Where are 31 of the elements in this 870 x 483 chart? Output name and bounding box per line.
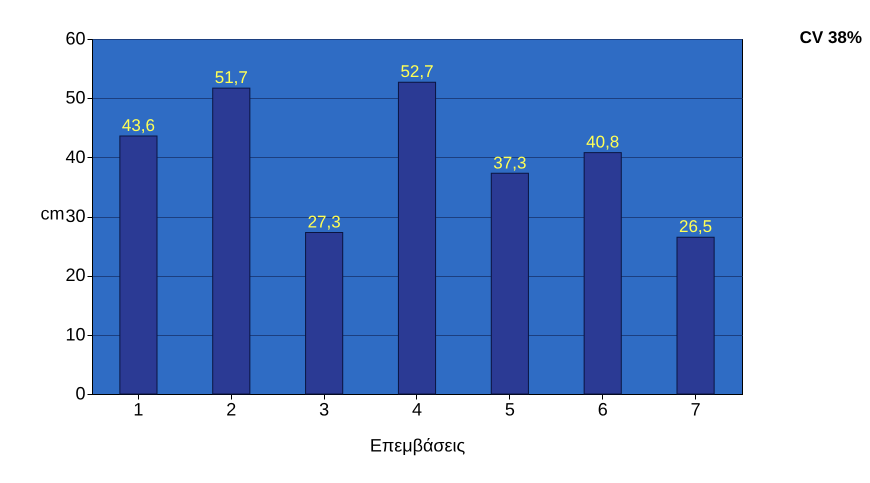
data-label: 37,3 [493, 153, 526, 172]
x-tick-label: 1 [133, 400, 144, 420]
bar [584, 152, 622, 394]
x-tick-label: 2 [226, 400, 236, 420]
data-label: 43,6 [122, 116, 155, 136]
data-label: 52,7 [400, 62, 434, 82]
y-axis-title: cm [40, 204, 64, 224]
text: CV 38% [800, 28, 862, 48]
x-tick-label: 6 [598, 400, 608, 420]
data-label: 51,7 [214, 68, 248, 88]
y-tick-label: 50 [65, 88, 86, 108]
bar [119, 136, 158, 394]
y-tick-label: 30 [65, 206, 86, 226]
data-label: 27,3 [308, 212, 341, 232]
data-label: 40,8 [586, 132, 620, 152]
data-label: 26,5 [679, 217, 712, 236]
bar [305, 232, 344, 394]
x-tick-label: 4 [412, 400, 422, 420]
bar [398, 82, 436, 394]
x-tick-label: 3 [319, 400, 330, 420]
x-tick-label: 7 [690, 400, 701, 420]
y-tick-label: 10 [65, 324, 86, 344]
y-tick-label: 0 [75, 384, 86, 404]
y-tick-label: 60 [65, 28, 86, 48]
x-axis-title: Επεμβάσεις [370, 436, 466, 456]
bar [676, 236, 715, 394]
x-tick-label: 5 [504, 400, 515, 420]
y-tick-label: 20 [65, 265, 86, 286]
y-tick-label: 40 [65, 146, 86, 167]
bar [212, 88, 250, 394]
bar [490, 172, 529, 394]
